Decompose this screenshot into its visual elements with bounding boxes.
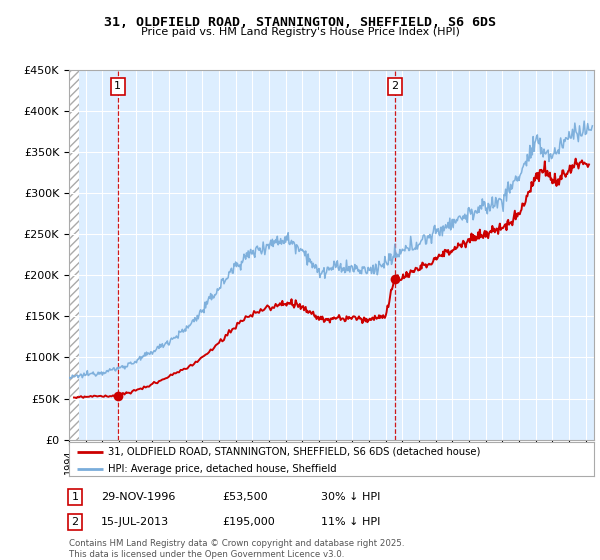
Text: 31, OLDFIELD ROAD, STANNINGTON, SHEFFIELD, S6 6DS (detached house): 31, OLDFIELD ROAD, STANNINGTON, SHEFFIEL… <box>109 447 481 457</box>
Text: Price paid vs. HM Land Registry's House Price Index (HPI): Price paid vs. HM Land Registry's House … <box>140 27 460 37</box>
Text: HPI: Average price, detached house, Sheffield: HPI: Average price, detached house, Shef… <box>109 464 337 474</box>
Text: 2: 2 <box>71 517 79 527</box>
Text: £195,000: £195,000 <box>222 517 275 527</box>
Text: 31, OLDFIELD ROAD, STANNINGTON, SHEFFIELD, S6 6DS: 31, OLDFIELD ROAD, STANNINGTON, SHEFFIEL… <box>104 16 496 29</box>
Text: £53,500: £53,500 <box>222 492 268 502</box>
Text: 1: 1 <box>114 81 121 91</box>
Text: Contains HM Land Registry data © Crown copyright and database right 2025.
This d: Contains HM Land Registry data © Crown c… <box>69 539 404 559</box>
Text: 15-JUL-2013: 15-JUL-2013 <box>101 517 169 527</box>
Text: 11% ↓ HPI: 11% ↓ HPI <box>321 517 380 527</box>
Text: 29-NOV-1996: 29-NOV-1996 <box>101 492 175 502</box>
Text: 1: 1 <box>71 492 79 502</box>
Text: 2: 2 <box>391 81 398 91</box>
Text: 30% ↓ HPI: 30% ↓ HPI <box>321 492 380 502</box>
